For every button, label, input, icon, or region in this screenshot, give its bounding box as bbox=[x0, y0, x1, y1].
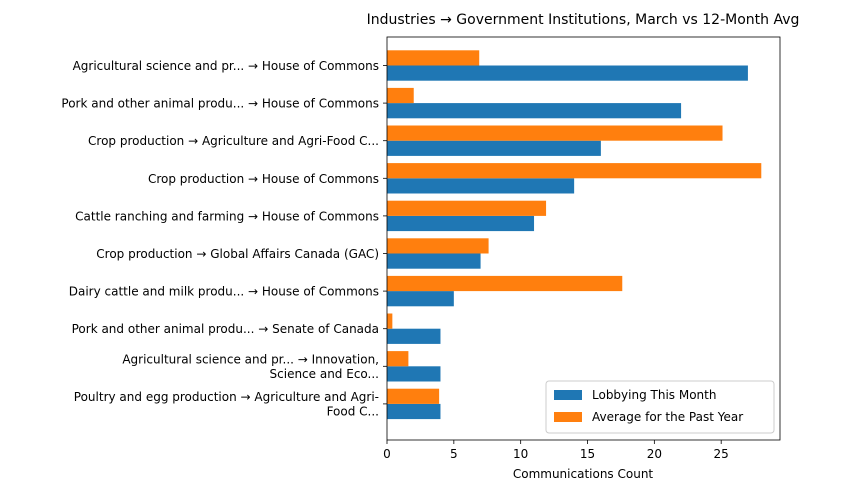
bar-this-month-6 bbox=[387, 291, 454, 307]
legend: Lobbying This Month Average for the Past … bbox=[545, 380, 775, 434]
bar-average-7 bbox=[387, 313, 393, 329]
bar-this-month-3 bbox=[387, 178, 575, 194]
x-tick-label-5: 25 bbox=[714, 447, 729, 461]
bar-this-month-0 bbox=[387, 65, 748, 81]
y-tick-label-2: Crop production → Agriculture and Agri-F… bbox=[88, 134, 379, 148]
bar-this-month-7 bbox=[387, 328, 441, 344]
y-tick-label-9-line-0: Poultry and egg production → Agriculture… bbox=[74, 390, 379, 404]
x-tick-label-4: 20 bbox=[647, 447, 662, 461]
chart-title: Industries → Government Institutions, Ma… bbox=[367, 12, 800, 28]
x-tick-label-0: 0 bbox=[383, 447, 391, 461]
y-tick-label-4: Cattle ranching and farming → House of C… bbox=[75, 209, 379, 223]
bar-this-month-4 bbox=[387, 215, 535, 232]
y-tick-label-8-line-1: Science and Eco... bbox=[270, 367, 379, 381]
bar-average-0 bbox=[387, 50, 480, 66]
bar-this-month-8 bbox=[387, 366, 441, 382]
x-tick-label-3: 15 bbox=[580, 447, 595, 461]
bar-average-6 bbox=[387, 275, 623, 292]
bar-average-3 bbox=[387, 163, 762, 179]
bar-average-2 bbox=[387, 125, 723, 141]
y-tick-label-1: Pork and other animal produ... → House o… bbox=[61, 97, 379, 111]
y-tick-label-0: Agricultural science and pr... → House o… bbox=[73, 59, 379, 73]
plot-area: Agricultural science and pr... → House o… bbox=[61, 36, 781, 461]
legend-swatch-1 bbox=[554, 412, 582, 422]
x-tick-label-1: 5 bbox=[450, 447, 458, 461]
bar-average-1 bbox=[387, 87, 414, 104]
y-tick-label-8-line-0: Agricultural science and pr... → Innovat… bbox=[122, 353, 379, 367]
bar-average-4 bbox=[387, 200, 547, 216]
legend-label-0: Lobbying This Month bbox=[592, 388, 716, 402]
bar-average-5 bbox=[387, 238, 489, 254]
bar-average-8 bbox=[387, 351, 409, 367]
legend-label-1: Average for the Past Year bbox=[592, 410, 743, 424]
y-tick-label-6: Dairy cattle and milk produ... → House o… bbox=[69, 285, 379, 299]
y-tick-label-9-line-1: Food C... bbox=[327, 405, 379, 419]
bar-average-9 bbox=[387, 388, 440, 404]
y-tick-label-3: Crop production → House of Commons bbox=[148, 172, 379, 186]
axes-frame bbox=[386, 36, 781, 441]
bar-this-month-2 bbox=[387, 140, 601, 156]
x-tick-label-2: 10 bbox=[513, 447, 528, 461]
y-tick-label-5: Crop production → Global Affairs Canada … bbox=[96, 247, 379, 261]
legend-swatch-0 bbox=[554, 390, 582, 400]
bar-this-month-5 bbox=[387, 253, 481, 269]
legend-box bbox=[545, 380, 775, 434]
x-axis-label: Communications Count bbox=[513, 467, 654, 481]
bar-this-month-9 bbox=[387, 403, 441, 420]
y-tick-label-7: Pork and other animal produ... → Senate … bbox=[72, 322, 379, 336]
bar-this-month-1 bbox=[387, 103, 682, 119]
